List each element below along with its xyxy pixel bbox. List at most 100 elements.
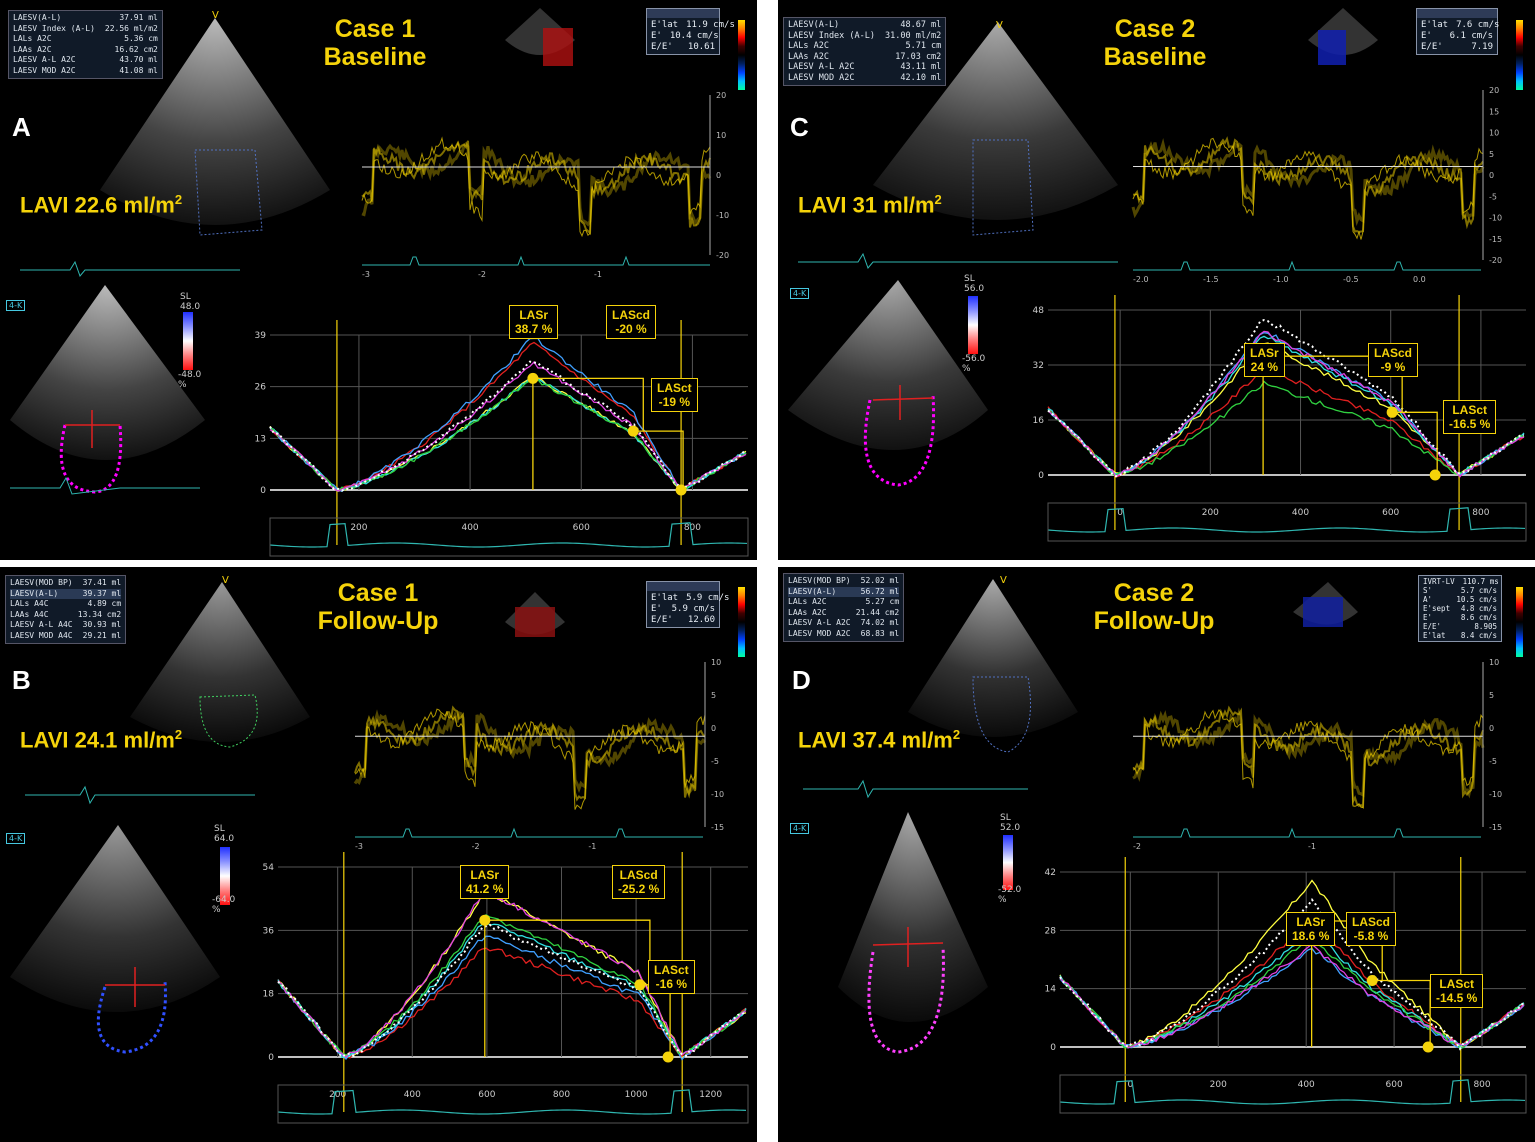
panel-letter-c: C	[790, 112, 809, 142]
strain-x-tick: 0	[1117, 508, 1123, 518]
strain-x-tick: 800	[553, 1090, 570, 1100]
echo-sector-d	[803, 579, 1358, 1054]
lasr-label-a: LASr 38.7 %	[509, 305, 559, 339]
lasr-label-d: LASr 18.6 %	[1286, 912, 1336, 946]
tdi-y-tick: -10	[1489, 214, 1502, 223]
strain-curve	[269, 360, 747, 492]
doppler-trace	[361, 136, 711, 238]
strain-curve	[269, 360, 747, 492]
strain-x-tick: 800	[1472, 508, 1489, 518]
ecg-trace	[355, 827, 703, 838]
strain-scale-labels-low: -48.0%	[178, 370, 202, 390]
four-k-badge: 4-K	[790, 288, 810, 299]
color-scale-bar	[1516, 587, 1523, 657]
strain-chart-c: 0 16 32 48 0 200 400 600 800	[1033, 295, 1527, 542]
ecg-trace	[1133, 260, 1481, 271]
strain-y-tick: 26	[255, 383, 267, 393]
four-k-badge: 4-K	[790, 823, 810, 834]
strain-x-tick: 400	[1298, 1080, 1315, 1090]
tdi-y-tick: 0	[1489, 171, 1494, 180]
echo-sector-a	[10, 8, 575, 495]
tdi-y-tick: 10	[711, 658, 721, 667]
lascd-label-a: LAScd -20 %	[606, 305, 657, 339]
tdi-x-tick: -2	[478, 270, 486, 279]
strain-scale-labels-low: -56.0%	[962, 354, 986, 374]
tdi-box-c: E'lat 7.6 cm/s E' 6.1 cm/s E/E' 7.19	[1416, 8, 1499, 55]
tdi-y-tick: 15	[1489, 107, 1499, 116]
strain-scale-labels: SL 56.0	[964, 274, 985, 294]
v-marker: V	[996, 20, 1003, 31]
doppler-trace	[354, 705, 706, 802]
tdi-trace-a: 20 10 0 -10 -20 -3 -2 -1	[361, 91, 729, 279]
strain-scale-labels: SL 64.0	[214, 824, 235, 844]
strain-curve	[1059, 897, 1525, 1051]
tdi-y-tick: -15	[1489, 235, 1502, 244]
ecg-trace	[1047, 507, 1526, 533]
ecg-trace	[1059, 1079, 1526, 1105]
strain-y-tick: 36	[263, 926, 275, 936]
strain-chart-d: 0 14 28 42 0 200 400 600 800	[1045, 857, 1527, 1114]
tdi-x-tick: -3	[362, 270, 370, 279]
tdi-x-tick: -3	[355, 842, 363, 851]
tdi-y-tick: -5	[1489, 757, 1497, 766]
strain-x-tick: 200	[1202, 508, 1219, 518]
strain-y-tick: 18	[263, 990, 275, 1000]
tdi-x-tick: -0.5	[1343, 275, 1359, 284]
strain-x-tick: 600	[478, 1090, 495, 1100]
panel-a: LAESV(A-L) 37.91 ml LAESV Index (A-L) 22.5…	[0, 0, 757, 560]
lasct-label-a: LASct -19 %	[651, 378, 698, 412]
tdi-y-tick: -15	[1489, 823, 1502, 832]
tdi-trace-b: 10 5 0 -5 -10 -15 -3 -2 -1	[353, 658, 724, 851]
la-trace	[194, 149, 263, 236]
strain-scale-bar	[968, 296, 978, 354]
strain-curve	[1047, 330, 1525, 478]
strain-x-tick: 200	[350, 523, 367, 533]
strain-x-tick: 400	[1292, 508, 1309, 518]
strain-curve	[1047, 380, 1525, 476]
measurements-box-c: LAESV(A-L) 48.67 ml LAESV Index (A-L) 31.0…	[783, 17, 947, 86]
strain-curve	[277, 888, 747, 1059]
tdi-y-tick: 20	[1489, 86, 1499, 95]
lavi-label-c: LAVI 31 ml/m2	[798, 192, 942, 218]
tdi-y-tick: 0	[711, 724, 716, 733]
tdi-y-tick: -20	[716, 251, 729, 260]
panel-letter-d: D	[792, 665, 811, 695]
ecg-trace	[269, 522, 748, 548]
strain-scale-labels-low: -64.0%	[212, 895, 236, 915]
tdi-y-tick: -5	[1489, 192, 1497, 201]
tdi-x-tick: -1	[594, 270, 602, 279]
strain-curve	[1059, 943, 1525, 1049]
strain-x-tick: 800	[684, 523, 701, 533]
tdi-y-tick: 5	[1489, 150, 1494, 159]
tdi-y-tick: 10	[716, 131, 726, 140]
ecg-trace	[362, 255, 710, 266]
strain-y-tick: 13	[255, 434, 266, 444]
measurements-box-d: LAESV(MOD BP) 52.02 ml LAESV(A-L) 56.72 ml…	[783, 573, 905, 642]
ecg-frame	[1047, 502, 1527, 542]
strain-x-tick: 800	[1473, 1080, 1490, 1090]
strain-y-tick: 32	[1033, 361, 1044, 371]
lasct-label-c: LASct -16.5 %	[1443, 400, 1497, 434]
strain-point	[675, 484, 687, 496]
v-marker: V	[222, 575, 229, 586]
strain-curve	[269, 337, 747, 493]
panel-b: LAESV(MOD BP) 37.41 ml LAESV(A-L) 39.37 ml…	[0, 567, 757, 1142]
strain-x-tick: 1200	[699, 1090, 722, 1100]
doppler-trace	[1132, 705, 1484, 810]
v-marker: V	[1000, 575, 1007, 586]
tdi-x-tick: -2	[472, 842, 480, 851]
panel-c: LAESV(A-L) 48.67 ml LAESV Index (A-L) 31.0…	[778, 0, 1535, 560]
tdi-y-tick: -10	[1489, 790, 1502, 799]
tdi-y-tick: -5	[711, 757, 719, 766]
strain-y-tick: 0	[1038, 471, 1044, 481]
strain-y-tick: 48	[1033, 306, 1045, 316]
tdi-y-tick: 20	[716, 91, 726, 100]
strain-y-tick: 54	[263, 863, 275, 873]
strain-y-tick: 16	[1033, 416, 1045, 426]
strain-y-tick: 0	[1050, 1043, 1056, 1053]
strain-point	[1366, 975, 1378, 986]
tdi-box-a: E'lat 11.9 cm/s E' 10.4 cm/s E/E' 10.61	[646, 8, 735, 55]
strain-x-tick: 600	[573, 523, 590, 533]
strain-y-tick: 42	[1045, 868, 1056, 878]
ultrasound-sector	[100, 18, 330, 225]
